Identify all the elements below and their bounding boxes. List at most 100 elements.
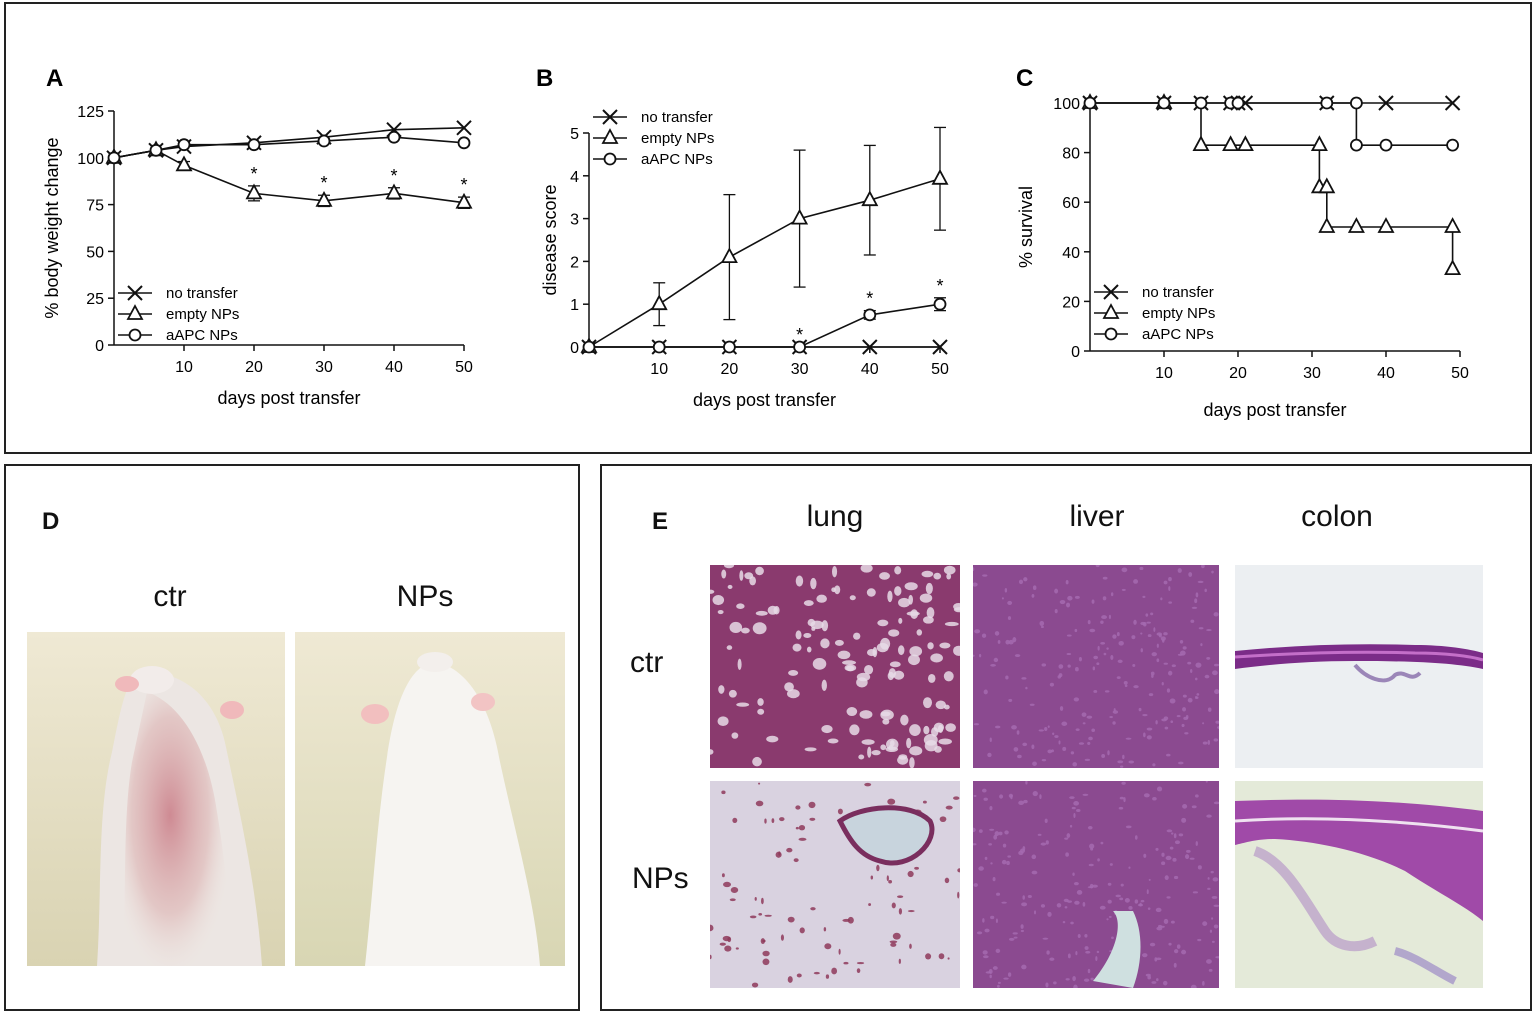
mouse-label-nps: NPs bbox=[396, 580, 454, 613]
chart-a-x-tick-label: 30 bbox=[315, 359, 333, 376]
row-label-nps: NPs bbox=[632, 862, 689, 895]
panel-label-c: C bbox=[1016, 65, 1033, 92]
histology-colon-ctr bbox=[1235, 565, 1483, 768]
chart-a-y-tick-label: 50 bbox=[86, 244, 104, 261]
chart-c-series-aapc-nps-point bbox=[1446, 138, 1459, 152]
chart-b-series-aapc-nps-point bbox=[933, 297, 947, 311]
chart-b-y-tick-label: 3 bbox=[570, 212, 579, 229]
chart-a-series-empty-nps-line bbox=[113, 149, 465, 204]
chart-a-y-tick-label: 75 bbox=[86, 198, 104, 215]
chart-b: B 10 20 30 40 50 0 1 2 3 4 5 days post transfer dise… bbox=[536, 65, 949, 410]
chart-b-legend-marker bbox=[601, 128, 619, 144]
row-label-ctr: ctr bbox=[630, 646, 664, 679]
chart-a-series-empty-nps-point bbox=[385, 183, 403, 200]
chart-a-series-empty-nps-point bbox=[175, 155, 193, 172]
panel-d-frame bbox=[4, 464, 580, 1011]
chart-a-y-axis-label: % body weight change bbox=[42, 137, 62, 318]
chart-a-y-tick-label: 25 bbox=[86, 291, 104, 308]
chart-c-series-empty-nps-point bbox=[1222, 135, 1240, 152]
chart-c-series-no-transfer-point bbox=[1444, 95, 1461, 111]
chart-c-legend-label: aAPC NPs bbox=[1142, 326, 1214, 343]
chart-c-y-tick-label: 20 bbox=[1062, 294, 1080, 311]
chart-b-legend-marker bbox=[602, 109, 618, 125]
chart-a-series-aapc-nps-point bbox=[177, 138, 191, 152]
chart-c-y-axis-label: % survival bbox=[1016, 186, 1036, 268]
chart-c-series-aapc-nps-point bbox=[1350, 138, 1363, 152]
tissue-header-lung: lung bbox=[806, 500, 864, 533]
chart-c-series-aapc-nps-point bbox=[1083, 96, 1097, 110]
chart-c-legend-marker bbox=[1104, 327, 1118, 341]
chart-c-series-empty-nps-point bbox=[1192, 135, 1210, 152]
chart-c-series-empty-nps-point bbox=[1444, 217, 1462, 233]
chart-c-series-aapc-nps-point bbox=[1157, 96, 1171, 110]
chart-a-significance-star: * bbox=[460, 175, 467, 195]
chart-a-series-no-transfer-point bbox=[456, 120, 472, 136]
chart-b-series-empty-nps-point bbox=[650, 294, 668, 311]
chart-c-y-tick-label: 60 bbox=[1062, 195, 1080, 212]
chart-a-x-tick-label: 20 bbox=[245, 359, 263, 376]
histology-liver-nps bbox=[973, 781, 1219, 988]
histology-lung-ctr bbox=[710, 565, 960, 768]
tissue-header-liver: liver bbox=[1069, 500, 1125, 533]
chart-c-x-tick-label: 10 bbox=[1155, 365, 1173, 382]
chart-a-series-aapc-nps-point bbox=[107, 151, 121, 165]
chart-c-series-empty-nps-point bbox=[1310, 135, 1328, 152]
chart-c-x-tick-label: 30 bbox=[1303, 365, 1321, 382]
chart-b-series-aapc-nps-point bbox=[863, 308, 877, 322]
chart-c-series-empty-nps-point bbox=[1236, 135, 1254, 152]
chart-b-significance-star: * bbox=[936, 276, 943, 296]
chart-a-series-aapc-nps-point bbox=[457, 136, 471, 150]
chart-a-y-tick-label: 125 bbox=[77, 104, 104, 121]
chart-c-x-axis-label: days post transfer bbox=[1203, 400, 1346, 420]
chart-b-series-aapc-nps-point bbox=[723, 340, 736, 354]
chart-b-y-tick-label: 0 bbox=[570, 340, 579, 357]
chart-a-series-empty-nps-point bbox=[455, 192, 473, 209]
chart-c-series-empty-nps-line bbox=[1090, 102, 1454, 270]
mouse-label-ctr: ctr bbox=[153, 580, 187, 613]
chart-a-significance-star: * bbox=[320, 173, 327, 193]
chart-b-y-tick-label: 1 bbox=[570, 297, 579, 314]
chart-b-series-aapc-nps-line bbox=[589, 303, 941, 348]
chart-a-x-tick-label: 40 bbox=[385, 359, 403, 376]
chart-b-series-no-transfer-point bbox=[932, 339, 948, 355]
chart-c-y-tick-label: 40 bbox=[1062, 245, 1080, 262]
chart-c-legend-label: empty NPs bbox=[1142, 305, 1215, 322]
chart-b-significance-star: * bbox=[866, 289, 873, 309]
chart-b-legend-label: empty NPs bbox=[641, 130, 714, 147]
chart-a-series-aapc-nps-point bbox=[247, 138, 261, 152]
chart-c-series-empty-nps-point bbox=[1444, 259, 1462, 276]
chart-a-legend-marker bbox=[126, 304, 144, 320]
chart-b-x-tick-label: 50 bbox=[931, 361, 949, 378]
chart-b-x-tick-label: 40 bbox=[861, 361, 879, 378]
chart-c-y-tick-label: 100 bbox=[1053, 96, 1080, 113]
histology-colon-nps bbox=[1235, 781, 1483, 988]
chart-a-series-aapc-nps-point bbox=[317, 134, 331, 148]
chart-b-series-empty-nps-point bbox=[861, 190, 879, 207]
chart-a-series-empty-nps-point bbox=[245, 183, 263, 200]
chart-c-legend-label: no transfer bbox=[1142, 284, 1214, 301]
chart-c-series-aapc-nps-point bbox=[1350, 96, 1363, 110]
chart-b-series-empty-nps-point bbox=[931, 168, 949, 185]
chart-c-y-tick-label: 80 bbox=[1062, 146, 1080, 163]
chart-c-series-aapc-nps-point bbox=[1320, 96, 1334, 110]
chart-a-series-aapc-nps-point bbox=[149, 143, 163, 157]
chart-a: A 10 20 30 40 50 0 25 50 75 100 125 days post trans… bbox=[42, 65, 473, 408]
chart-b-x-axis-label: days post transfer bbox=[693, 390, 836, 410]
chart-b-x-tick-label: 10 bbox=[650, 361, 668, 378]
chart-b-series-aapc-nps-point bbox=[582, 340, 596, 354]
chart-b-x-tick-label: 30 bbox=[791, 361, 809, 378]
chart-c-series-empty-nps-point bbox=[1347, 217, 1365, 233]
chart-c-series-no-transfer-point bbox=[1378, 95, 1394, 111]
mouse-photo-nps bbox=[295, 632, 565, 966]
tissue-header-colon: colon bbox=[1301, 500, 1373, 533]
chart-a-legend-marker bbox=[127, 285, 143, 301]
chart-c-series-empty-nps-point bbox=[1377, 217, 1395, 233]
chart-a-legend-label: aAPC NPs bbox=[166, 327, 238, 344]
chart-c: C 10 20 30 40 50 0 20 40 60 80 100 days post transf… bbox=[1016, 65, 1469, 420]
chart-b-series-aapc-nps-point bbox=[652, 340, 666, 354]
chart-c-x-tick-label: 40 bbox=[1377, 365, 1395, 382]
chart-a-y-tick-label: 0 bbox=[95, 338, 104, 355]
chart-b-legend-label: no transfer bbox=[641, 109, 713, 126]
panel-label-a: A bbox=[46, 65, 63, 92]
